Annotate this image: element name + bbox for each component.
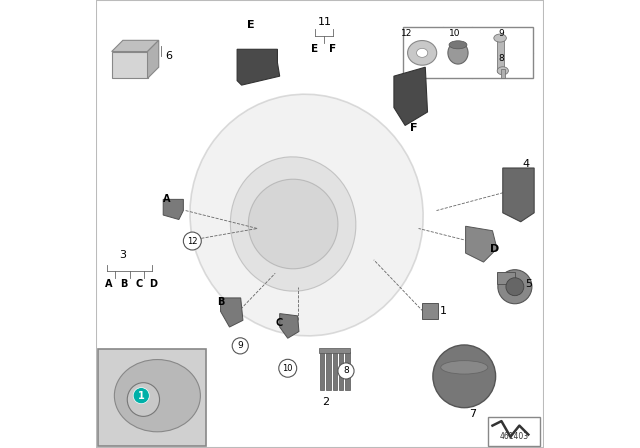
Ellipse shape [190, 94, 423, 336]
Ellipse shape [441, 361, 488, 374]
Circle shape [498, 270, 532, 304]
Circle shape [133, 388, 149, 404]
Ellipse shape [417, 48, 428, 57]
Text: E: E [311, 44, 318, 54]
Bar [488, 417, 540, 446]
Bar [500, 69, 505, 78]
Bar [319, 348, 349, 353]
Text: 3: 3 [120, 250, 126, 260]
Text: 11: 11 [317, 17, 332, 26]
Bar [497, 272, 515, 284]
Polygon shape [237, 49, 280, 85]
Text: C: C [275, 319, 282, 328]
Bar [326, 352, 331, 390]
Circle shape [183, 232, 201, 250]
Polygon shape [221, 298, 243, 327]
Polygon shape [148, 40, 159, 78]
Text: C: C [136, 280, 143, 289]
Text: 1: 1 [440, 306, 447, 316]
Ellipse shape [408, 41, 436, 65]
Text: 12: 12 [401, 29, 413, 38]
Circle shape [506, 278, 524, 296]
Bar [333, 352, 337, 390]
Circle shape [433, 345, 495, 408]
Ellipse shape [448, 42, 468, 64]
Ellipse shape [449, 41, 467, 49]
Text: F: F [410, 123, 418, 133]
Text: 5: 5 [525, 280, 532, 289]
Bar [497, 37, 504, 72]
Ellipse shape [115, 360, 200, 432]
Text: 7: 7 [468, 409, 476, 419]
Text: 8: 8 [499, 54, 504, 63]
Polygon shape [112, 52, 148, 78]
Polygon shape [163, 199, 184, 220]
Bar [403, 27, 532, 78]
Text: F: F [329, 44, 336, 54]
Polygon shape [503, 168, 534, 222]
Text: 6: 6 [165, 51, 172, 61]
Bar [339, 352, 343, 390]
Polygon shape [280, 314, 299, 338]
Text: D: D [490, 244, 499, 254]
Text: 8: 8 [343, 366, 349, 375]
Text: 12: 12 [187, 237, 198, 246]
Bar [99, 349, 206, 446]
Text: 4: 4 [522, 159, 530, 168]
Text: 10: 10 [282, 364, 293, 373]
Bar [320, 352, 324, 390]
Circle shape [338, 363, 354, 379]
Polygon shape [466, 226, 497, 262]
Circle shape [232, 338, 248, 354]
Text: 10: 10 [449, 29, 460, 38]
Text: B: B [120, 280, 127, 289]
Text: E: E [247, 20, 254, 30]
Text: 1: 1 [138, 391, 145, 401]
Circle shape [279, 359, 297, 377]
Polygon shape [112, 40, 159, 52]
Text: 9: 9 [499, 29, 504, 38]
Bar [422, 303, 438, 319]
Bar [345, 352, 349, 390]
Ellipse shape [497, 67, 508, 75]
Text: 9: 9 [237, 341, 243, 350]
Text: A: A [105, 280, 112, 289]
Text: D: D [149, 280, 157, 289]
Circle shape [248, 179, 338, 269]
Text: 461403: 461403 [499, 432, 529, 441]
Text: 2: 2 [322, 397, 329, 407]
Text: B: B [217, 297, 224, 307]
Text: A: A [163, 194, 170, 204]
Ellipse shape [127, 383, 159, 416]
Polygon shape [394, 67, 428, 125]
Ellipse shape [230, 157, 356, 291]
Ellipse shape [494, 34, 506, 42]
